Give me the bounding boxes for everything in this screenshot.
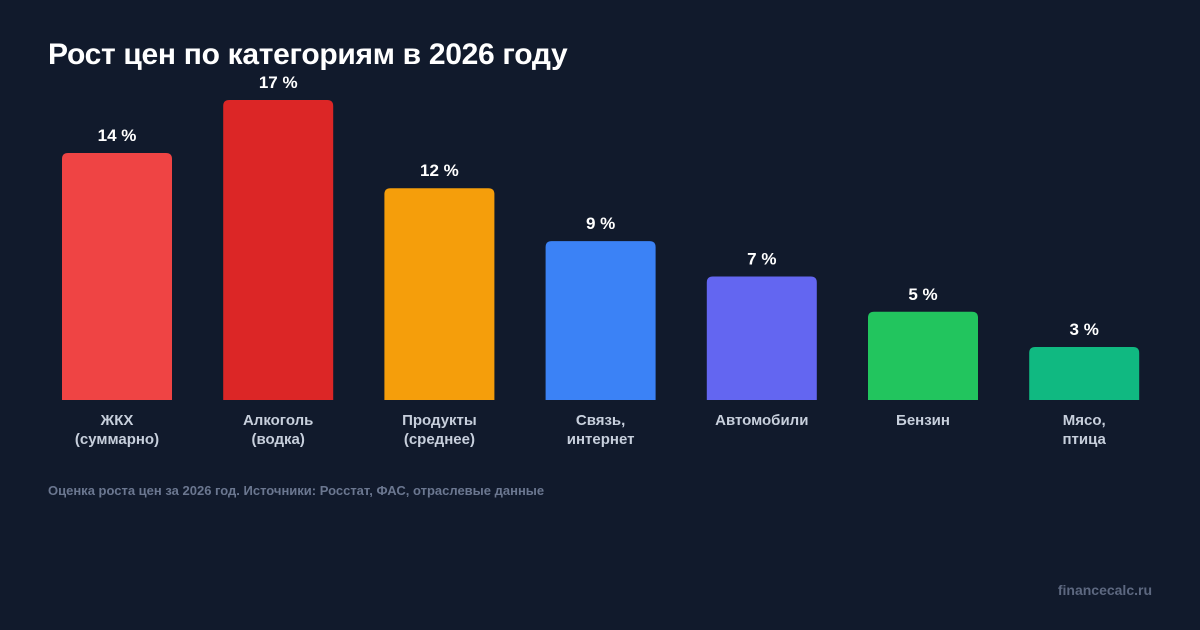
chart-footnote: Оценка роста цен за 2026 год. Источники:… [48, 483, 545, 498]
category-label-2-line-1: (среднее) [404, 431, 475, 448]
category-label-6-line-0: Мясо, [1063, 412, 1106, 429]
bar-6 [1029, 347, 1140, 400]
chart-title: Рост цен по категориям в 2026 году [48, 38, 568, 71]
category-label-5-line-0: Бензин [896, 412, 950, 429]
bar-value-label-3: 9 % [586, 214, 615, 233]
category-label-3-line-0: Связь, [576, 412, 625, 429]
category-label-1-line-1: (водка) [252, 431, 305, 448]
bar-value-label-2: 12 % [420, 161, 459, 180]
category-label-1-line-0: Алкоголь [243, 412, 313, 429]
bar-1 [223, 100, 334, 400]
site-watermark: financecalc.ru [1057, 582, 1152, 598]
bar-value-label-5: 5 % [908, 285, 937, 304]
bar-5 [868, 311, 978, 400]
category-label-2-line-0: Продукты [402, 412, 477, 429]
category-label-6-line-1: птица [1063, 431, 1107, 448]
category-label-3-line-1: интернет [567, 431, 635, 448]
category-label-0-line-1: (суммарно) [75, 431, 159, 448]
bar-value-label-1: 17 % [259, 73, 298, 92]
bar-3 [545, 241, 656, 400]
bar-2 [384, 188, 495, 400]
category-label-4-line-0: Автомобили [715, 412, 808, 429]
bar-0 [62, 152, 172, 400]
bar-value-label-4: 7 % [747, 249, 776, 268]
bar-value-label-6: 3 % [1070, 320, 1099, 339]
bar-4 [706, 276, 817, 400]
bar-value-label-0: 14 % [98, 126, 137, 145]
category-label-0-line-0: ЖКХ [100, 412, 134, 429]
